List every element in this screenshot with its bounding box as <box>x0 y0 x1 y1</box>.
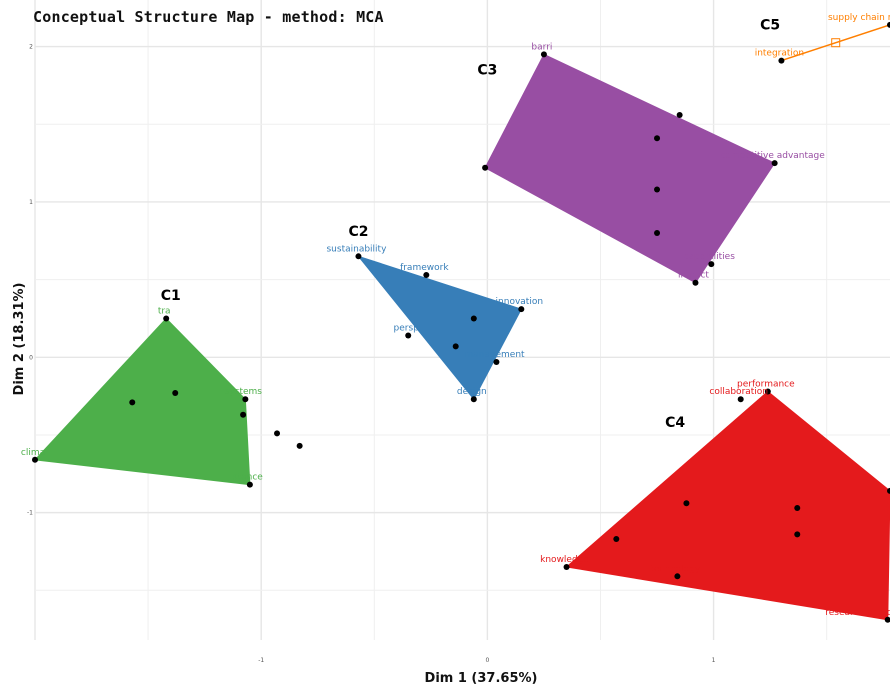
cluster-names: C1 C2 C3 C4 C5 <box>161 18 780 432</box>
point-label-c2: innovation <box>496 297 544 307</box>
x-tick-label: 1 <box>712 657 716 664</box>
point-labels: tra clima stance systems sustainability frame… <box>21 13 890 618</box>
point-c4 <box>764 388 771 395</box>
y-tick-label: 0 <box>29 354 33 361</box>
point-c4 <box>884 616 890 623</box>
point-label-c3: competitive advantage <box>720 151 825 161</box>
cluster-points <box>32 21 890 623</box>
point-label-c2: management <box>464 350 525 360</box>
point-label-c1: stance <box>233 473 263 483</box>
point-label-c3: barri <box>531 42 552 52</box>
point-c4 <box>613 536 620 543</box>
centroid-c5 <box>831 38 841 48</box>
point-label-c4: research and development <box>825 608 890 618</box>
point-label-c3: capabilities <box>684 252 735 262</box>
point-c2 <box>405 332 412 339</box>
point-label-c1: systems <box>225 387 263 397</box>
point-c3 <box>540 51 547 58</box>
cluster-label-c2: C2 <box>348 224 368 240</box>
point-c5 <box>887 21 890 28</box>
point-c2 <box>518 306 525 313</box>
x-axis-label: Dim 1 (37.65%) <box>425 671 538 684</box>
point-c5 <box>778 57 785 64</box>
hull-c2 <box>357 255 523 401</box>
point-c1 <box>163 315 170 322</box>
x-tick-label: 0 <box>485 657 489 664</box>
point-c1 <box>240 411 247 418</box>
axes: Dim 1 (37.65%) Dim 2 (18.31%) -1 0 1 -1 0 1 2 <box>12 44 716 686</box>
hull-c3 <box>484 53 776 284</box>
point-c1 <box>274 430 281 437</box>
point-label-c1: tra <box>158 306 171 316</box>
cluster-label-c1: C1 <box>161 288 181 304</box>
point-c1 <box>32 456 38 463</box>
point-c1 <box>242 396 249 403</box>
point-c2 <box>355 253 362 260</box>
hull-c5 <box>781 24 890 62</box>
y-tick-label: -1 <box>27 510 33 517</box>
point-c1 <box>246 481 253 488</box>
y-tick-label: 2 <box>29 44 33 51</box>
cluster-hulls <box>33 24 890 621</box>
y-axis-label: Dim 2 (18.31%) <box>12 283 27 396</box>
point-c4 <box>794 504 801 511</box>
point-c4 <box>887 487 890 494</box>
point-c4 <box>563 563 570 570</box>
point-c2 <box>470 396 477 403</box>
point-c1 <box>129 399 136 406</box>
point-label-c1: clima <box>21 448 45 458</box>
point-c3 <box>654 135 661 142</box>
hull-c1 <box>33 317 251 486</box>
point-c1 <box>296 442 303 449</box>
point-c4 <box>737 396 744 403</box>
cluster-label-c4: C4 <box>665 415 685 431</box>
point-c3 <box>708 261 715 268</box>
point-c3 <box>676 111 683 118</box>
cluster-label-c5: C5 <box>760 18 780 34</box>
point-label-c3: impact <box>678 271 709 281</box>
y-tick-label: 1 <box>29 199 33 206</box>
point-label-c5: integration <box>755 49 804 59</box>
point-c2 <box>493 358 500 365</box>
point-c4 <box>794 531 801 538</box>
point-label-c2: design <box>457 387 487 397</box>
cluster-label-c3: C3 <box>477 63 497 79</box>
point-c2 <box>423 271 430 278</box>
point-c4 <box>674 573 681 580</box>
chart-title: Conceptual Structure Map - method: MCA <box>33 8 384 26</box>
point-label-c4: collaboration <box>709 387 768 397</box>
x-tick-label: -1 <box>258 657 264 664</box>
point-label-c2: framework <box>400 263 449 273</box>
hull-c4 <box>565 390 890 621</box>
point-c1 <box>172 390 179 397</box>
point-c3 <box>771 160 778 167</box>
point-label-c2: persp <box>394 324 420 334</box>
point-c2 <box>452 343 459 350</box>
point-label-c4: performance <box>737 379 795 389</box>
point-label-c5: supply chain management <box>828 13 890 23</box>
point-label-c4: knowledge <box>540 555 589 565</box>
point-c3 <box>482 164 489 171</box>
point-label-c4: technology <box>650 564 701 574</box>
point-c3 <box>692 279 699 286</box>
point-c3 <box>654 230 661 237</box>
point-c3 <box>654 186 661 193</box>
point-label-c2: sustainability <box>326 244 387 254</box>
point-c4 <box>683 500 690 507</box>
point-c2 <box>470 315 477 322</box>
